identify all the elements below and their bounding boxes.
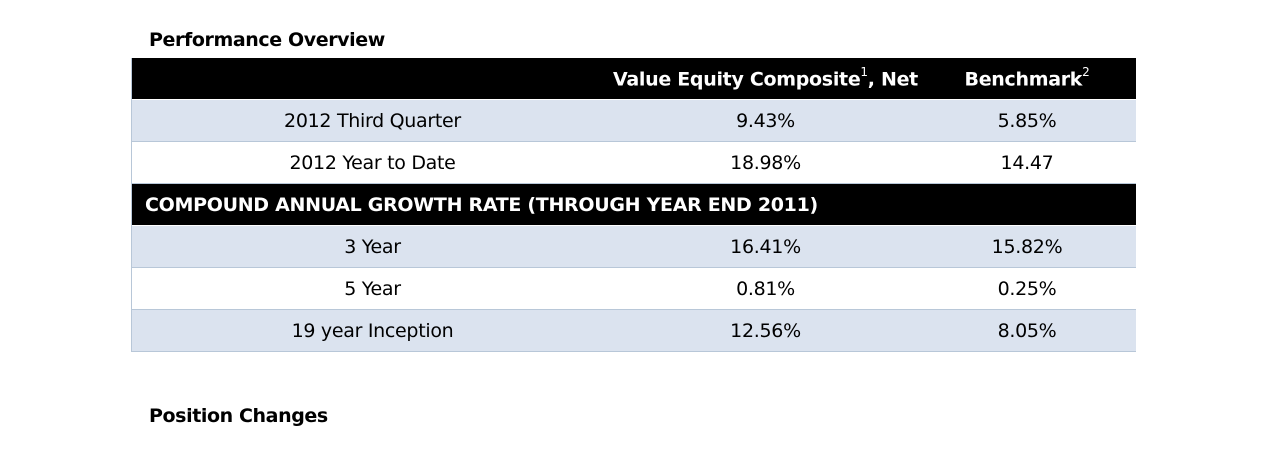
benchmark-value: 15.82% [991,235,1063,258]
benchmark-value: 0.25% [997,277,1057,300]
composite-value: 12.56% [730,319,801,342]
benchmark-value: 8.05% [997,319,1057,342]
performance-overview-title: Performance Overview [149,29,385,51]
cagr-section-heading: COMPOUND ANNUAL GROWTH RATE (THROUGH YEA… [145,193,818,216]
composite-header-suffix: , Net [867,68,919,91]
benchmark-header-label: Benchmark [964,68,1083,91]
header-cell-composite: Value Equity Composite1, Net [613,64,919,91]
table-row: 2012 Third Quarter 9.43% 5.85% [132,100,1136,142]
position-changes-title: Position Changes [149,405,328,427]
performance-table: Value Equity Composite1, Net Benchmark2 … [131,58,1136,352]
row-label: 19 year Inception [291,319,454,342]
table-row: 19 year Inception 12.56% 8.05% [132,310,1136,352]
row-label: 5 Year [344,277,401,300]
composite-value: 9.43% [736,109,795,132]
header-cell-benchmark: Benchmark2 [918,64,1136,91]
footnote-2-marker: 2 [1082,64,1090,79]
table-row: 5 Year 0.81% 0.25% [132,268,1136,310]
footnote-1-marker: 1 [860,64,868,79]
composite-value: 0.81% [736,277,795,300]
table-row: 2012 Year to Date 18.98% 14.47 [132,142,1136,184]
composite-header-label: Value Equity Composite [613,68,861,91]
composite-value: 16.41% [730,235,801,258]
benchmark-value: 5.85% [997,109,1057,132]
composite-value: 18.98% [730,151,801,174]
row-label: 2012 Third Quarter [284,109,461,132]
row-label: 2012 Year to Date [289,151,456,174]
table-header-row: Value Equity Composite1, Net Benchmark2 [132,58,1136,100]
row-label: 3 Year [344,235,401,258]
cagr-section-heading-row: COMPOUND ANNUAL GROWTH RATE (THROUGH YEA… [132,184,1136,226]
benchmark-value: 14.47 [1000,151,1054,174]
table-row: 3 Year 16.41% 15.82% [132,226,1136,268]
